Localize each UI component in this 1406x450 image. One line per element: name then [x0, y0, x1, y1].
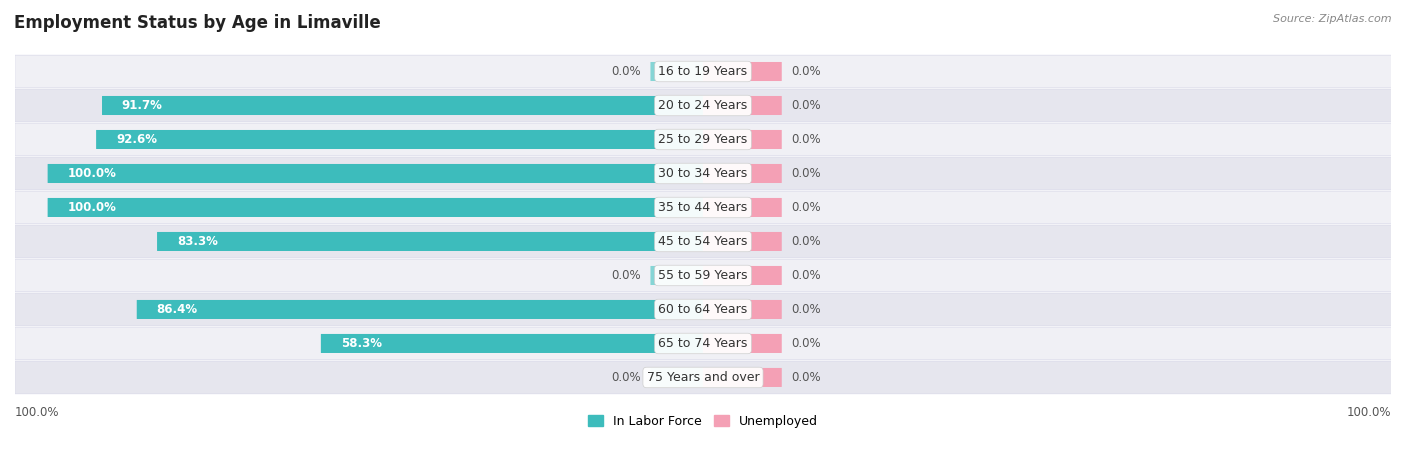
- Text: 55 to 59 Years: 55 to 59 Years: [658, 269, 748, 282]
- Text: 0.0%: 0.0%: [792, 65, 821, 78]
- Text: 60 to 64 Years: 60 to 64 Years: [658, 303, 748, 316]
- FancyBboxPatch shape: [48, 164, 703, 183]
- Text: 0.0%: 0.0%: [792, 235, 821, 248]
- FancyBboxPatch shape: [15, 293, 1406, 326]
- FancyBboxPatch shape: [15, 191, 1406, 224]
- FancyBboxPatch shape: [15, 259, 1406, 292]
- FancyBboxPatch shape: [703, 232, 782, 251]
- FancyBboxPatch shape: [136, 300, 703, 319]
- FancyBboxPatch shape: [703, 266, 782, 285]
- Text: 0.0%: 0.0%: [792, 133, 821, 146]
- FancyBboxPatch shape: [15, 361, 1406, 394]
- FancyBboxPatch shape: [15, 327, 1406, 360]
- FancyBboxPatch shape: [15, 225, 1406, 258]
- Text: 0.0%: 0.0%: [792, 201, 821, 214]
- FancyBboxPatch shape: [651, 266, 703, 285]
- FancyBboxPatch shape: [703, 130, 782, 149]
- Legend: In Labor Force, Unemployed: In Labor Force, Unemployed: [588, 414, 818, 428]
- FancyBboxPatch shape: [703, 368, 782, 387]
- Text: 0.0%: 0.0%: [792, 269, 821, 282]
- Text: 58.3%: 58.3%: [340, 337, 381, 350]
- Text: 0.0%: 0.0%: [612, 371, 641, 384]
- Text: 30 to 34 Years: 30 to 34 Years: [658, 167, 748, 180]
- Text: 16 to 19 Years: 16 to 19 Years: [658, 65, 748, 78]
- Text: Employment Status by Age in Limaville: Employment Status by Age in Limaville: [14, 14, 381, 32]
- FancyBboxPatch shape: [15, 123, 1406, 156]
- FancyBboxPatch shape: [321, 334, 703, 353]
- Text: Source: ZipAtlas.com: Source: ZipAtlas.com: [1274, 14, 1392, 23]
- FancyBboxPatch shape: [15, 157, 1406, 190]
- FancyBboxPatch shape: [703, 96, 782, 115]
- Text: 45 to 54 Years: 45 to 54 Years: [658, 235, 748, 248]
- FancyBboxPatch shape: [157, 232, 703, 251]
- Text: 25 to 29 Years: 25 to 29 Years: [658, 133, 748, 146]
- FancyBboxPatch shape: [103, 96, 703, 115]
- FancyBboxPatch shape: [48, 198, 703, 217]
- Text: 100.0%: 100.0%: [1347, 406, 1391, 419]
- Text: 65 to 74 Years: 65 to 74 Years: [658, 337, 748, 350]
- FancyBboxPatch shape: [703, 334, 782, 353]
- Text: 0.0%: 0.0%: [792, 303, 821, 316]
- Text: 100.0%: 100.0%: [15, 406, 59, 419]
- Text: 92.6%: 92.6%: [115, 133, 157, 146]
- Text: 86.4%: 86.4%: [156, 303, 198, 316]
- Text: 100.0%: 100.0%: [67, 201, 117, 214]
- Text: 0.0%: 0.0%: [792, 371, 821, 384]
- Text: 0.0%: 0.0%: [792, 167, 821, 180]
- Text: 0.0%: 0.0%: [792, 337, 821, 350]
- FancyBboxPatch shape: [703, 164, 782, 183]
- FancyBboxPatch shape: [703, 62, 782, 81]
- Text: 20 to 24 Years: 20 to 24 Years: [658, 99, 748, 112]
- Text: 35 to 44 Years: 35 to 44 Years: [658, 201, 748, 214]
- Text: 100.0%: 100.0%: [67, 167, 117, 180]
- Text: 83.3%: 83.3%: [177, 235, 218, 248]
- Text: 91.7%: 91.7%: [122, 99, 163, 112]
- Text: 0.0%: 0.0%: [792, 99, 821, 112]
- Text: 0.0%: 0.0%: [612, 269, 641, 282]
- Text: 75 Years and over: 75 Years and over: [647, 371, 759, 384]
- FancyBboxPatch shape: [703, 198, 782, 217]
- FancyBboxPatch shape: [96, 130, 703, 149]
- FancyBboxPatch shape: [15, 55, 1406, 88]
- FancyBboxPatch shape: [703, 300, 782, 319]
- FancyBboxPatch shape: [651, 368, 703, 387]
- Text: 0.0%: 0.0%: [612, 65, 641, 78]
- FancyBboxPatch shape: [15, 89, 1406, 122]
- FancyBboxPatch shape: [651, 62, 703, 81]
